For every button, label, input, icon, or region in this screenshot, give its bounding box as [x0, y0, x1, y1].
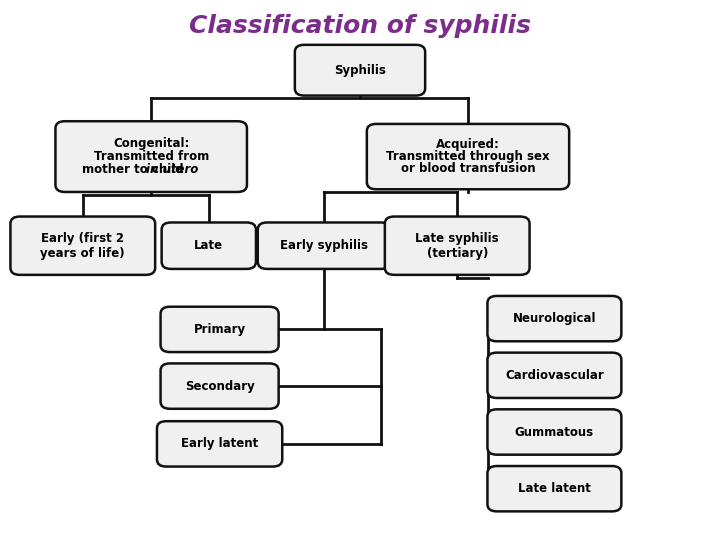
FancyBboxPatch shape	[295, 45, 425, 96]
FancyBboxPatch shape	[487, 296, 621, 341]
Text: Gummatous: Gummatous	[515, 426, 594, 438]
Text: Transmitted through sex: Transmitted through sex	[386, 150, 550, 163]
Text: Late latent: Late latent	[518, 482, 591, 495]
FancyBboxPatch shape	[487, 353, 621, 398]
FancyBboxPatch shape	[258, 222, 390, 269]
FancyBboxPatch shape	[161, 307, 279, 352]
Text: Classification of syphilis: Classification of syphilis	[189, 14, 531, 37]
Text: Early syphilis: Early syphilis	[280, 239, 368, 252]
FancyBboxPatch shape	[384, 217, 529, 275]
Text: Early (first 2: Early (first 2	[41, 232, 125, 245]
FancyBboxPatch shape	[487, 409, 621, 455]
Text: Neurological: Neurological	[513, 312, 596, 325]
Text: Late syphilis: Late syphilis	[415, 232, 499, 245]
FancyBboxPatch shape	[11, 217, 156, 275]
Text: (tertiary): (tertiary)	[426, 247, 488, 260]
FancyBboxPatch shape	[487, 466, 621, 511]
FancyBboxPatch shape	[161, 222, 256, 269]
Text: Early latent: Early latent	[181, 437, 258, 450]
FancyBboxPatch shape	[161, 363, 279, 409]
Text: Primary: Primary	[194, 323, 246, 336]
Text: Cardiovascular: Cardiovascular	[505, 369, 604, 382]
Text: Late: Late	[194, 239, 223, 252]
FancyBboxPatch shape	[157, 421, 282, 467]
Text: Secondary: Secondary	[185, 380, 254, 393]
Text: Syphilis: Syphilis	[334, 64, 386, 77]
Text: Transmitted from: Transmitted from	[94, 150, 209, 163]
Text: Acquired:: Acquired:	[436, 138, 500, 152]
Text: or blood transfusion: or blood transfusion	[401, 161, 535, 175]
Text: Congenital:: Congenital:	[113, 137, 189, 150]
FancyBboxPatch shape	[366, 124, 569, 190]
Text: years of life): years of life)	[40, 247, 125, 260]
Text: mother to child: mother to child	[83, 163, 188, 176]
Text: in utero: in utero	[146, 163, 199, 176]
FancyBboxPatch shape	[55, 122, 247, 192]
